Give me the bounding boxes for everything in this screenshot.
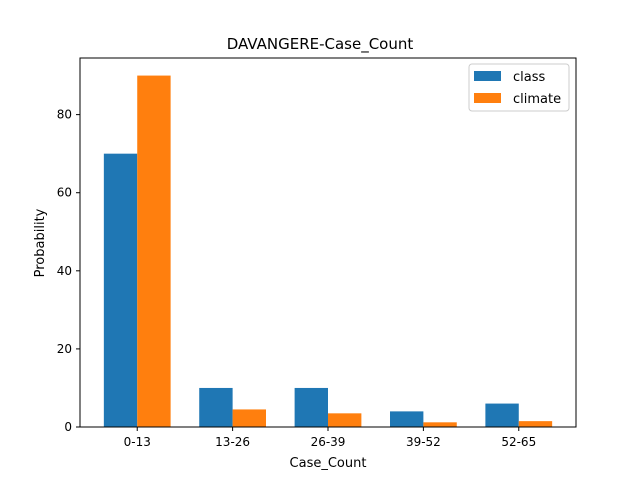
bar-climate-0-13 xyxy=(137,75,171,428)
axes-layer: 0-13 13-26 26-39 39-52 52-65 0 20 40 60 80 xyxy=(57,57,577,449)
bar-climate-39-52 xyxy=(423,422,457,427)
y-tick-label: 20 xyxy=(57,342,72,356)
bar-climate-13-26 xyxy=(232,409,266,427)
x-tick-label: 39-52 xyxy=(406,435,441,449)
x-tick-label: 52-65 xyxy=(501,435,536,449)
x-tick-label: 26-39 xyxy=(311,435,346,449)
legend-swatch-climate xyxy=(474,93,501,103)
legend-swatch-class xyxy=(474,71,501,81)
legend-label-class: class xyxy=(513,70,545,85)
y-tick-label: 0 xyxy=(64,420,72,434)
bar-class-26-39 xyxy=(294,387,328,427)
bar-climate-52-65 xyxy=(518,421,553,427)
bars-layer xyxy=(103,75,553,428)
chart-title: DAVANGERE-Case_Count xyxy=(227,35,414,54)
y-tick-label: 80 xyxy=(57,108,72,122)
bar-climate-26-39 xyxy=(328,413,362,427)
x-tick-label: 13-26 xyxy=(215,435,250,449)
bar-class-52-65 xyxy=(485,403,519,427)
legend: class climate xyxy=(468,63,570,112)
x-tick-label: 0-13 xyxy=(124,435,151,449)
bar-class-0-13 xyxy=(103,153,138,427)
legend-label-climate: climate xyxy=(513,92,561,107)
y-axis-label: Probability xyxy=(33,208,48,277)
y-tick-label: 60 xyxy=(57,186,72,200)
x-axis-label: Case_Count xyxy=(290,456,367,471)
bar-class-13-26 xyxy=(199,387,233,427)
bar-class-39-52 xyxy=(390,411,424,427)
y-tick-label: 40 xyxy=(57,264,72,278)
